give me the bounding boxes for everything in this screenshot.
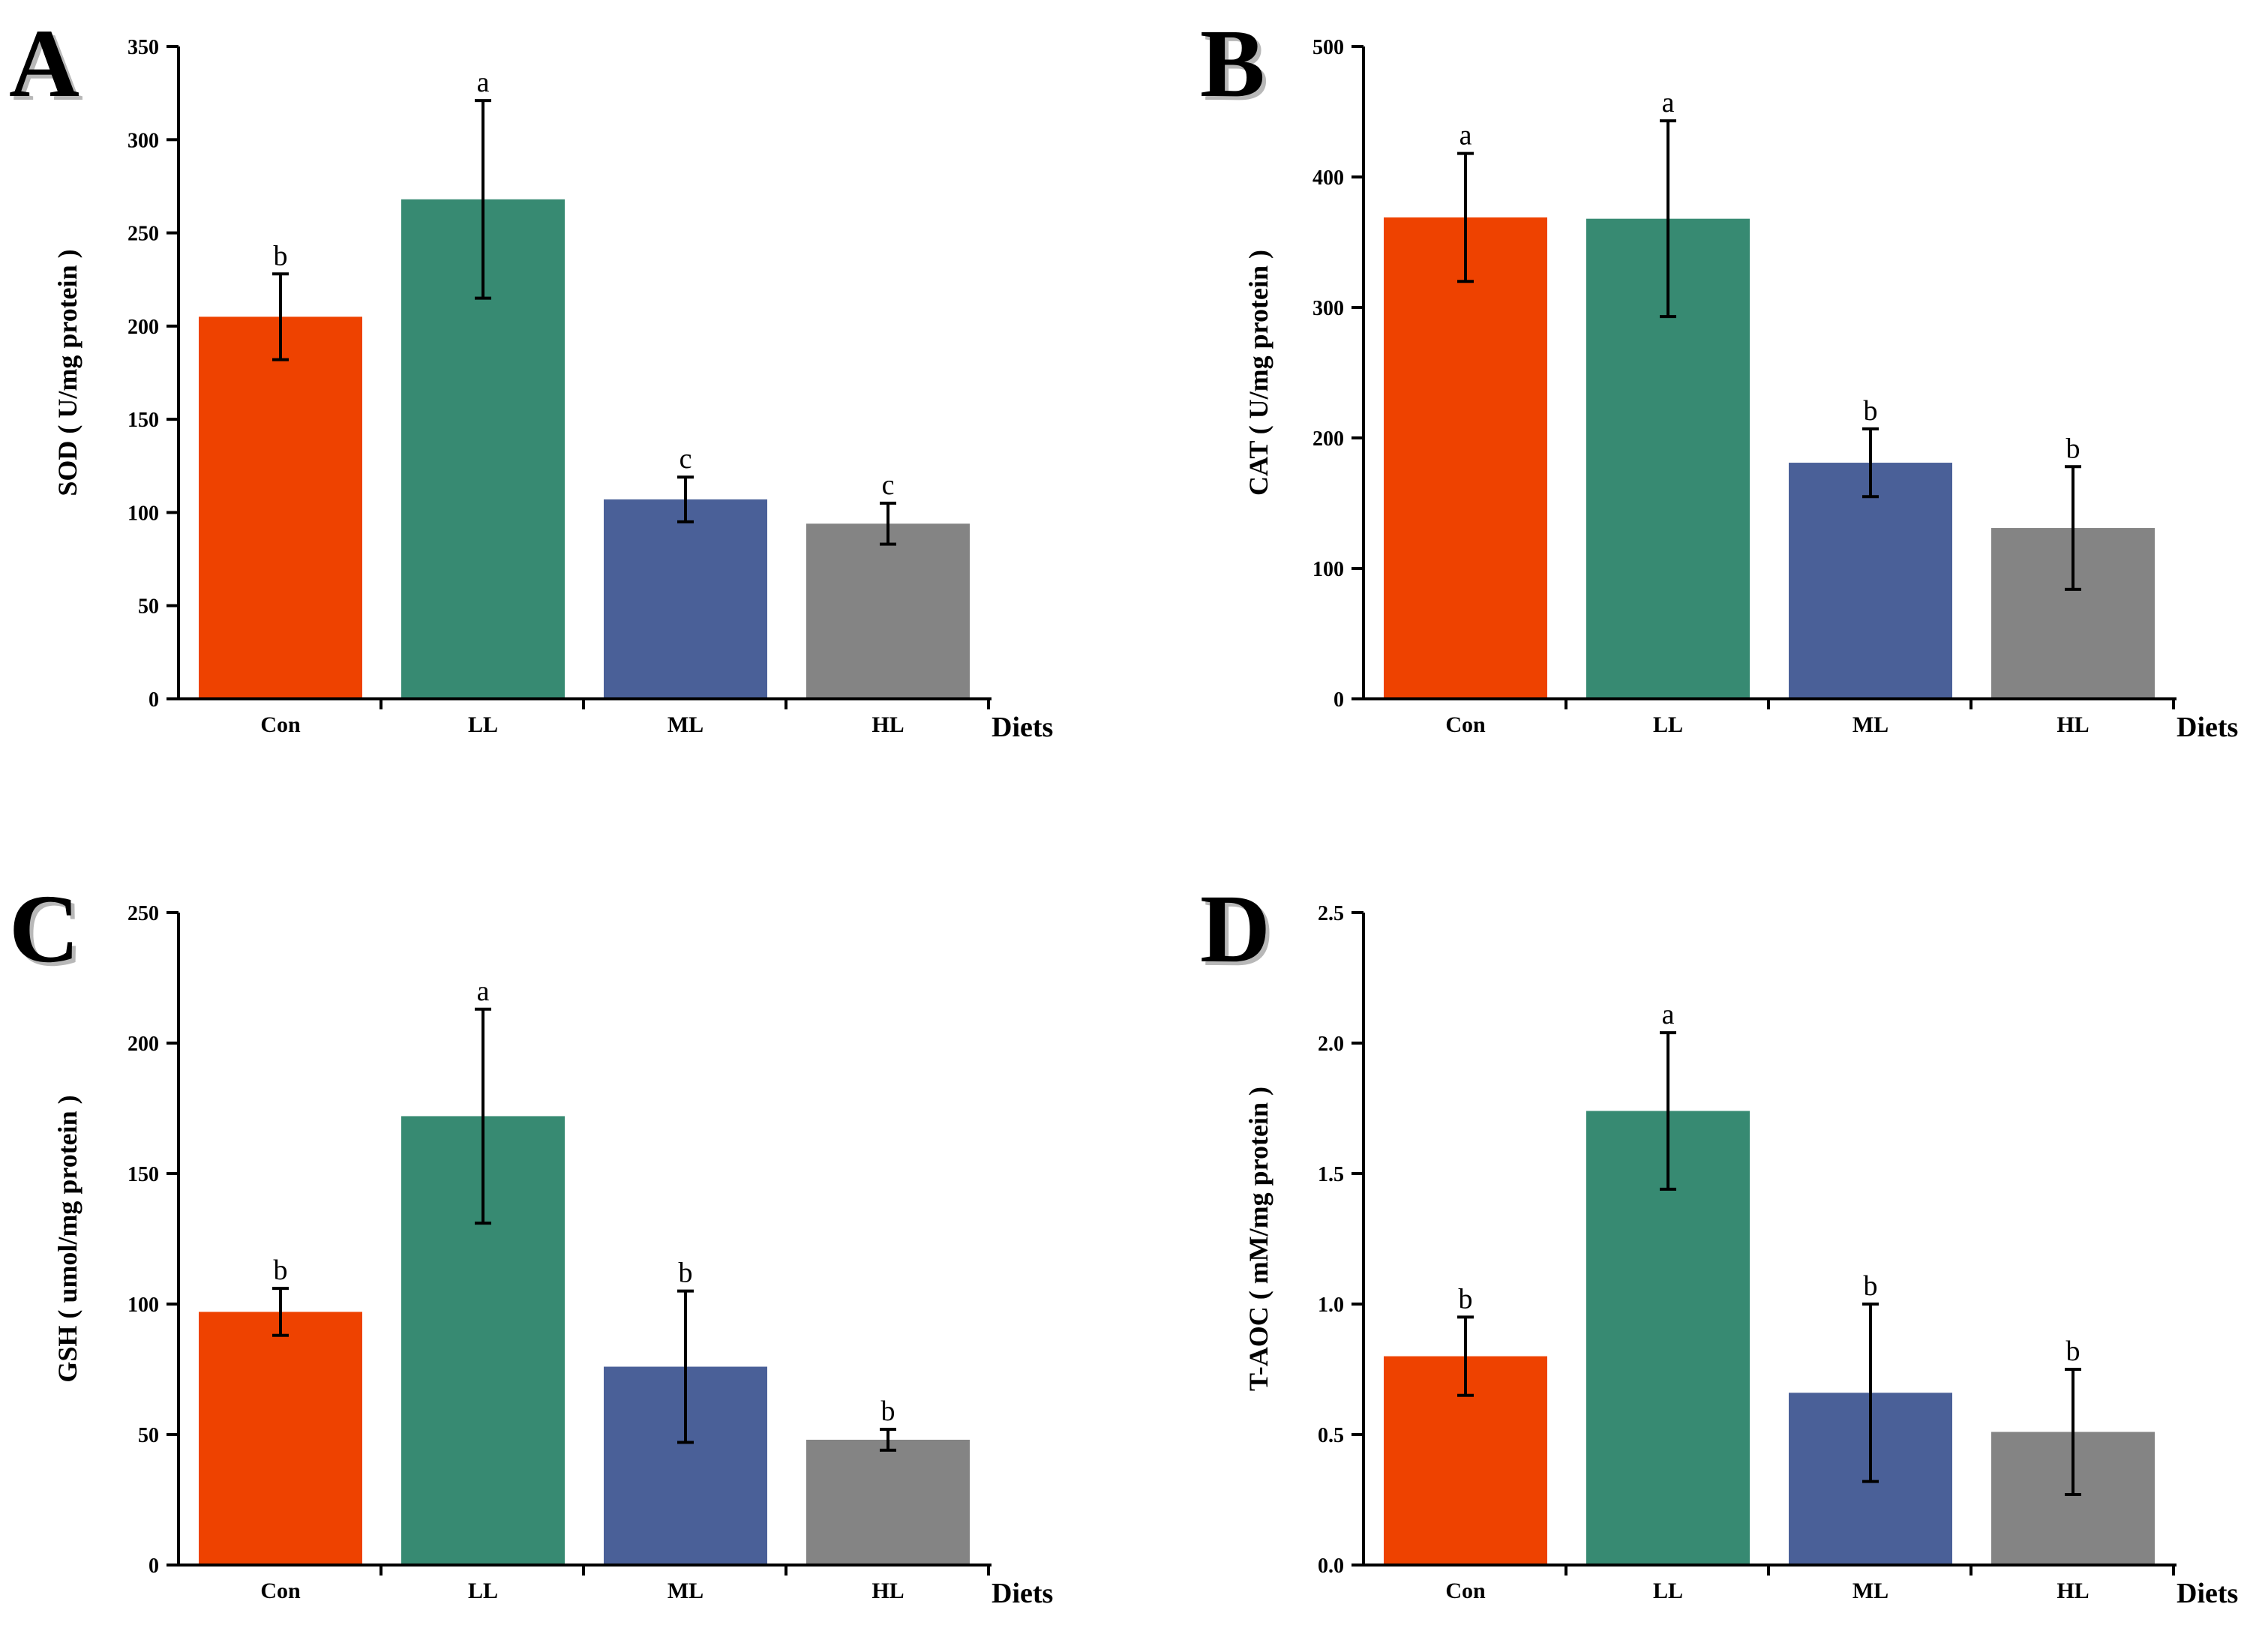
panel-a-x-label: Diets: [992, 712, 1053, 743]
panel-a-category-con: Con: [260, 712, 301, 737]
panel-a-bar-hl: [806, 523, 970, 699]
panel-a-category-ml: ML: [668, 712, 704, 737]
panel-b-ytick-label-5: 500: [1312, 36, 1344, 59]
panel-d-sig-ml: b: [1864, 1270, 1878, 1302]
panel-b-category-con: Con: [1445, 712, 1486, 737]
panel-d-category-ml: ML: [1852, 1579, 1888, 1603]
panel-c-category-hl: HL: [872, 1579, 904, 1603]
panel-c-category-ll: LL: [468, 1579, 498, 1603]
panel-c-sig-ml: b: [679, 1258, 693, 1289]
panel-c-x-label: Diets: [992, 1578, 1053, 1609]
panel-d-x-label: Diets: [2176, 1578, 2238, 1609]
panel-a-ytick-label-1: 50: [138, 595, 159, 619]
panel-d-ytick-label-4: 2.0: [1318, 1033, 1344, 1056]
panel-c-sig-con: b: [274, 1255, 288, 1286]
panel-b-letter: B: [1200, 10, 1265, 118]
panel-a-letter-shadow: A: [13, 13, 83, 121]
panel-a-category-hl: HL: [872, 712, 904, 737]
panel-a-ytick-label-6: 300: [128, 129, 159, 152]
panel-d-letter: D: [1200, 875, 1270, 983]
panel-b-sig-ml: b: [1864, 395, 1878, 427]
panel-b-bar-ml: [1789, 463, 1952, 699]
panel-d-category-ll: LL: [1653, 1579, 1683, 1603]
panel-d-ytick-label-2: 1.0: [1318, 1294, 1344, 1317]
panel-a-y-label: SOD ( U/mg protein ): [52, 249, 82, 496]
panel-a-sig-ll: a: [477, 67, 490, 98]
panel-a-ytick-label-7: 350: [128, 36, 159, 59]
panel-a-bar-ml: [604, 499, 767, 699]
panel-a-ytick-label-4: 200: [128, 316, 159, 339]
panel-c-category-ml: ML: [668, 1579, 704, 1603]
panel-b-letter-shadow: B: [1204, 13, 1269, 121]
panel-b-ytick-label-3: 300: [1312, 297, 1344, 320]
panel-c-bar-hl: [806, 1439, 970, 1565]
panel-d-sig-hl: b: [2066, 1336, 2080, 1367]
panel-b-y-label: CAT ( U/mg protein ): [1244, 250, 1274, 496]
panel-a-sig-ml: c: [680, 443, 692, 475]
panel-c-bar-con: [199, 1312, 362, 1565]
panel-c-letter: C: [9, 875, 80, 983]
panel-c-ytick-label-4: 200: [128, 1033, 159, 1056]
panel-a-ytick-label-2: 100: [128, 502, 159, 525]
panel-d-letter-shadow: D: [1204, 879, 1274, 987]
panel-b-ytick-label-0: 0: [1334, 688, 1344, 712]
panel-c-ytick-label-3: 150: [128, 1163, 159, 1186]
panel-a-letter: A: [9, 10, 80, 118]
panel-c-ytick-label-1: 50: [138, 1424, 159, 1447]
panel-b-sig-hl: b: [2066, 433, 2080, 464]
panel-b-bar-con: [1384, 217, 1547, 699]
panel-c-y-label: GSH ( umol/mg protein ): [52, 1095, 82, 1382]
panel-b-category-hl: HL: [2056, 712, 2089, 737]
panel-a-sig-con: b: [274, 240, 288, 271]
panel-a-ytick-label-3: 150: [128, 409, 159, 432]
panel-b-ytick-label-4: 400: [1312, 166, 1344, 190]
panel-d-category-con: Con: [1445, 1579, 1486, 1603]
panel-c-ytick-label-0: 0: [148, 1555, 159, 1578]
panel-b-category-ll: LL: [1653, 712, 1683, 737]
panel-c-ytick-label-2: 100: [128, 1294, 159, 1317]
panel-c-ytick-label-5: 250: [128, 902, 159, 925]
panel-b-x-label: Diets: [2176, 712, 2238, 743]
panel-d-sig-ll: a: [1662, 999, 1675, 1030]
panel-b-ytick-label-1: 100: [1312, 558, 1344, 581]
panel-a-ytick-label-0: 0: [148, 688, 159, 712]
panel-c-sig-hl: b: [881, 1396, 896, 1427]
panel-d-ytick-label-3: 1.5: [1318, 1163, 1344, 1186]
panel-d-y-label: T-AOC ( mM/mg protein ): [1244, 1087, 1274, 1391]
panel-d-ytick-label-1: 0.5: [1318, 1424, 1344, 1447]
panel-c-sig-ll: a: [477, 976, 490, 1007]
panel-c-category-con: Con: [260, 1579, 301, 1603]
panel-b-category-ml: ML: [1852, 712, 1888, 737]
panel-a-sig-hl: c: [882, 469, 895, 501]
panel-a-category-ll: LL: [468, 712, 498, 737]
panel-d-category-hl: HL: [2056, 1579, 2089, 1603]
panel-d-sig-con: b: [1459, 1283, 1473, 1315]
panel-c-letter-shadow: C: [13, 879, 83, 987]
panel-a-bar-con: [199, 316, 362, 699]
panel-d-ytick-label-0: 0.0: [1318, 1555, 1344, 1578]
panel-a-ytick-label-5: 250: [128, 223, 159, 246]
panel-b-sig-con: a: [1460, 120, 1472, 151]
panel-b-sig-ll: a: [1662, 87, 1675, 118]
panel-b-ytick-label-2: 200: [1312, 427, 1344, 451]
panel-d-ytick-label-5: 2.5: [1318, 902, 1344, 925]
